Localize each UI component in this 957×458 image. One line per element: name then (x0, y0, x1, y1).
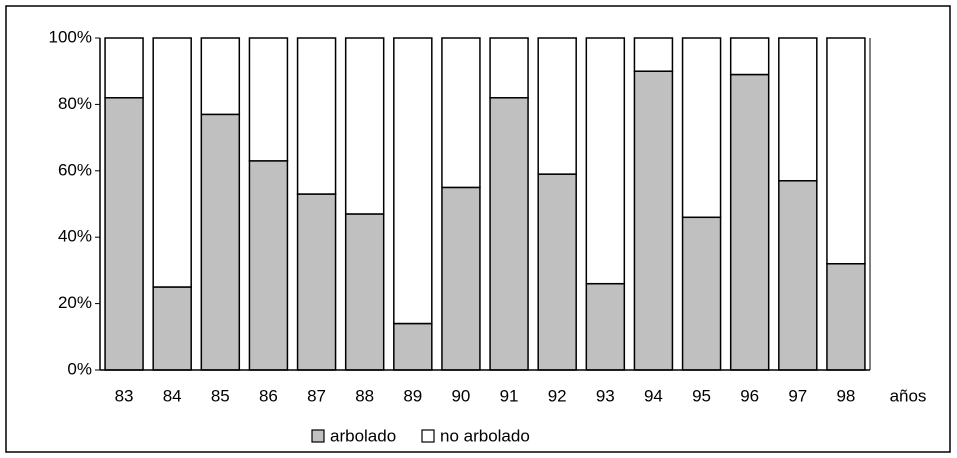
bar-segment (537, 173, 577, 371)
bar-segment (441, 37, 481, 189)
chart-frame (5, 5, 951, 453)
bar-segment (200, 37, 241, 116)
x-tick-label: 87 (307, 386, 326, 405)
bar-segment (537, 37, 577, 175)
bar-segment (296, 193, 337, 371)
bar-segment (152, 37, 192, 288)
bar-segment (152, 286, 192, 371)
bar-segment (393, 37, 433, 325)
legend-swatch (311, 429, 325, 443)
x-tick-label: 89 (403, 386, 422, 405)
bar-segment (681, 37, 722, 219)
x-tick-label: 95 (692, 386, 711, 405)
x-tick-label: 83 (115, 386, 134, 405)
bar-segment (778, 37, 818, 182)
x-tick-label: 93 (596, 386, 615, 405)
bar-segment (344, 37, 385, 215)
x-tick-label: 88 (355, 386, 374, 405)
bar-segment (393, 322, 433, 371)
x-tick-label: 86 (259, 386, 278, 405)
legend-label: arbolado (330, 426, 396, 445)
bar-segment (826, 37, 866, 265)
bar-segment (585, 282, 626, 371)
x-tick-label: 97 (788, 386, 807, 405)
bar-segment (729, 73, 770, 371)
x-tick-label: 91 (500, 386, 519, 405)
bar-segment (826, 263, 866, 371)
bar-segment (489, 37, 529, 99)
y-tick-label: 80% (58, 94, 92, 113)
bar-segment (296, 37, 337, 195)
bar-segment (248, 37, 289, 162)
bar-segment (681, 216, 722, 371)
bar-segment (489, 97, 529, 371)
x-tick-label: 98 (836, 386, 855, 405)
y-tick-label: 100% (49, 27, 92, 46)
x-tick-label: 90 (451, 386, 470, 405)
bar-segment (248, 160, 289, 371)
y-tick-label: 0% (67, 359, 92, 378)
x-tick-label: 96 (740, 386, 759, 405)
bar-segment (344, 213, 385, 371)
bar-segment (104, 97, 144, 371)
bar-segment (729, 37, 770, 76)
bar-segment (585, 37, 626, 285)
x-axis-label: años (890, 386, 927, 405)
y-tick-label: 20% (58, 293, 92, 312)
bar-segment (104, 37, 144, 99)
y-tick-label: 40% (58, 227, 92, 246)
x-tick-label: 94 (644, 386, 663, 405)
bar-segment (200, 113, 241, 371)
y-tick-label: 60% (58, 160, 92, 179)
x-tick-label: 84 (163, 386, 182, 405)
bar-segment (633, 70, 674, 371)
bar-segment (441, 186, 481, 371)
x-tick-label: 85 (211, 386, 230, 405)
legend-label: no arbolado (440, 426, 530, 445)
bar-segment (633, 37, 674, 72)
legend-swatch (421, 429, 435, 443)
bar-segment (778, 180, 818, 371)
x-tick-label: 92 (548, 386, 567, 405)
